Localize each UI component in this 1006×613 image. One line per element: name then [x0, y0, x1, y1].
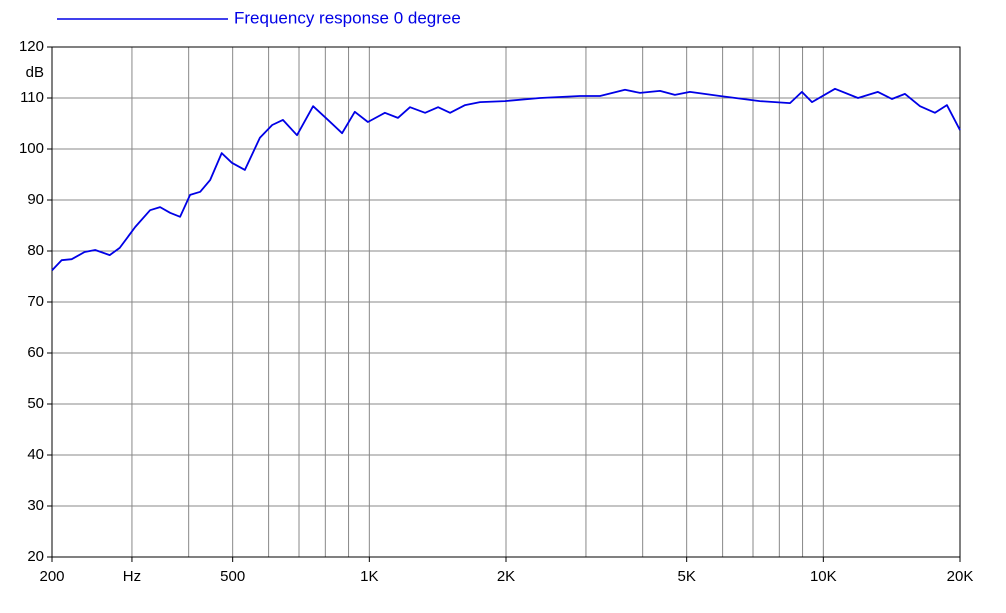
x-tick-label: 20K — [947, 568, 974, 585]
x-tick-label: 1K — [360, 568, 378, 585]
y-tick-label: 80 — [27, 242, 44, 259]
y-tick-label: 20 — [27, 548, 44, 565]
y-tick-label: 50 — [27, 395, 44, 412]
x-tick-label: 2K — [497, 568, 515, 585]
x-tick-label: 5K — [677, 568, 695, 585]
y-tick-label: 30 — [27, 497, 44, 514]
x-tick-label: 200 — [39, 568, 64, 585]
x-tick-label: Hz — [123, 568, 141, 585]
x-tick-label: 10K — [810, 568, 837, 585]
y-tick-label: 120 — [19, 38, 44, 55]
frequency-line — [51, 87, 961, 272]
y-axis-label: dB — [26, 64, 44, 81]
x-tick-label: 500 — [220, 568, 245, 585]
y-tick-label: 90 — [27, 191, 44, 208]
y-tick-label: 100 — [19, 140, 44, 157]
y-tick-label: 110 — [20, 89, 44, 106]
plot-frame — [51, 46, 961, 558]
y-tick-label: 60 — [27, 344, 44, 361]
y-tick-label: 40 — [27, 446, 44, 463]
y-tick-label: 70 — [27, 293, 44, 310]
legend-label: Frequency response 0 degree — [234, 8, 461, 27]
